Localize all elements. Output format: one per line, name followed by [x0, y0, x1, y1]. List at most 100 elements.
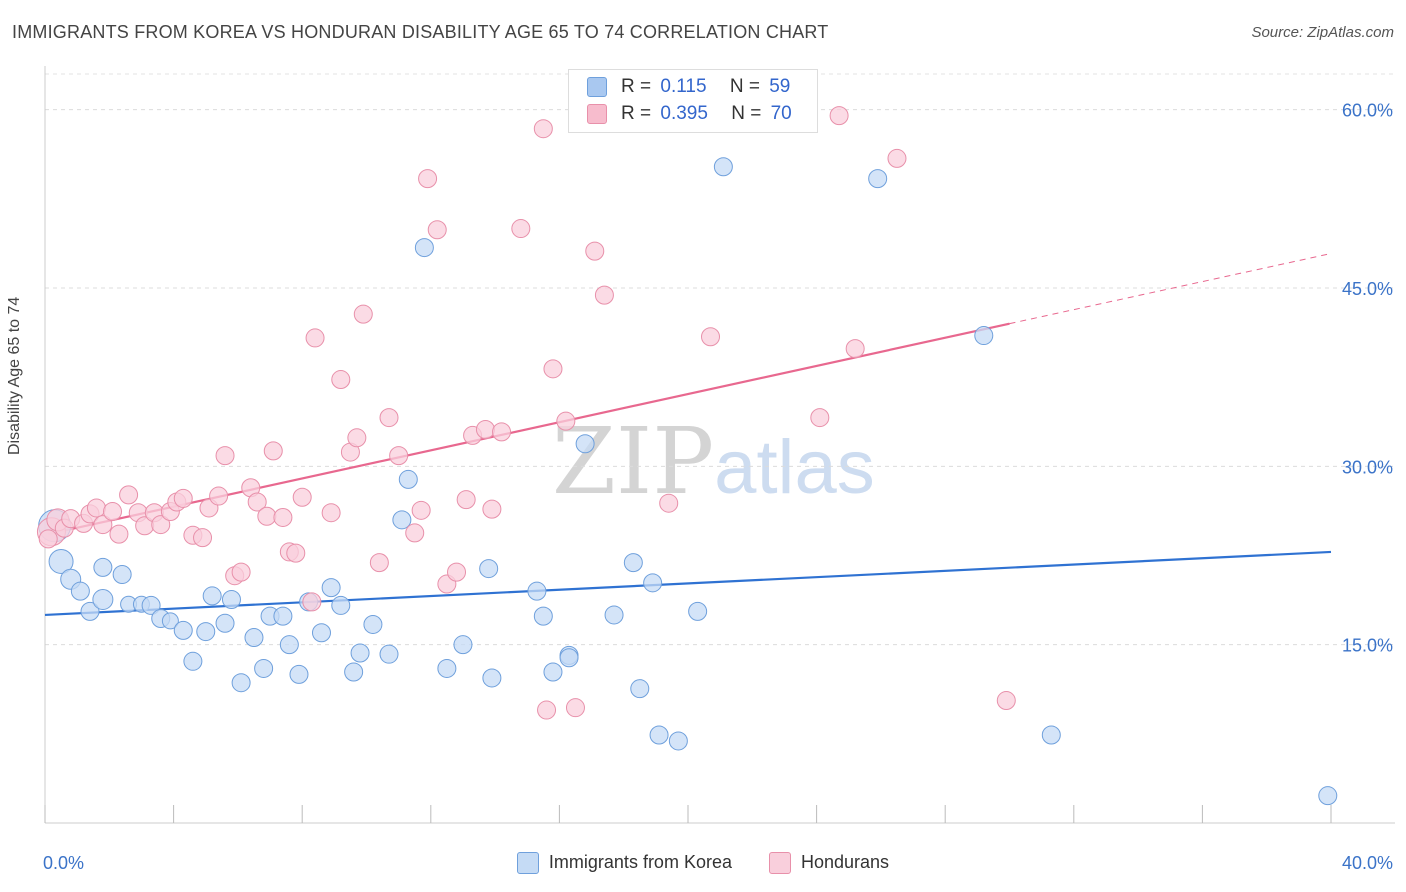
point-korea — [48, 548, 74, 574]
point-korea — [604, 605, 624, 625]
point-korea — [392, 510, 412, 530]
point-hondurans — [492, 422, 512, 442]
point-korea — [350, 643, 370, 663]
point-korea — [311, 623, 331, 643]
y-axis-title: Disability Age 65 to 74 — [6, 296, 23, 455]
point-hondurans — [151, 515, 171, 535]
trend-line-korea — [44, 550, 1332, 617]
point-korea — [173, 620, 193, 640]
point-korea — [479, 559, 499, 579]
point-hondurans — [302, 592, 322, 612]
point-hondurans — [173, 488, 193, 508]
legend-item-hondurans[interactable]: Hondurans — [769, 852, 890, 875]
data-points — [36, 106, 1338, 806]
point-hondurans — [86, 498, 106, 518]
point-hondurans — [93, 515, 113, 535]
point-hondurans — [292, 487, 312, 507]
point-korea — [321, 578, 341, 598]
legend-n-value: 70 — [770, 103, 792, 124]
point-korea — [215, 613, 235, 633]
point-korea — [414, 238, 434, 258]
point-hondurans — [996, 691, 1016, 711]
legend-r-value: 0.115 — [660, 76, 707, 97]
point-korea — [80, 601, 100, 621]
point-korea — [974, 326, 994, 346]
series-legend: Immigrants from Korea Hondurans — [0, 852, 1406, 875]
trend-line-hondurans-extension — [1009, 253, 1332, 325]
point-hondurans — [405, 523, 425, 543]
x-tick-label: 0.0% — [43, 853, 84, 873]
point-korea — [649, 725, 669, 745]
point-hondurans — [475, 419, 495, 439]
legend-n-value: 59 — [769, 76, 791, 97]
point-hondurans — [321, 503, 341, 523]
legend-item-korea[interactable]: Immigrants from Korea — [516, 852, 732, 875]
correlation-legend: R = 0.115 N = 59 R = 0.395 N = 70 — [568, 69, 818, 133]
point-hondurans — [511, 219, 531, 239]
point-korea — [668, 731, 688, 751]
point-korea — [482, 668, 502, 688]
point-hondurans — [263, 441, 283, 461]
point-hondurans — [109, 524, 129, 544]
legend-r-label: R = — [621, 103, 652, 124]
trend-line-hondurans — [47, 322, 1010, 536]
point-korea — [623, 553, 643, 573]
point-hondurans — [331, 370, 351, 390]
point-hondurans — [286, 543, 306, 563]
point-korea — [93, 557, 113, 577]
point-hondurans — [231, 562, 251, 582]
point-korea — [559, 648, 579, 668]
point-korea — [221, 589, 241, 609]
point-korea — [453, 635, 473, 655]
legend-r-label: R = — [621, 76, 652, 97]
point-hondurans — [257, 506, 277, 526]
point-hondurans — [845, 339, 865, 359]
point-hondurans — [594, 285, 614, 305]
point-korea — [141, 595, 161, 615]
point-korea — [379, 644, 399, 664]
point-korea — [112, 565, 132, 585]
point-korea — [363, 614, 383, 634]
point-korea — [713, 157, 733, 177]
point-hondurans — [659, 493, 679, 513]
point-korea — [70, 581, 90, 601]
point-hondurans — [565, 698, 585, 718]
point-korea — [344, 662, 364, 682]
legend-r-value: 0.395 — [660, 103, 708, 124]
trend-lines — [44, 253, 1332, 617]
point-hondurans — [537, 700, 557, 720]
point-hondurans — [556, 411, 576, 431]
legend-n-label: N = — [729, 76, 760, 97]
point-hondurans — [411, 500, 431, 520]
legend-row-korea: R = 0.115 N = 59 — [587, 76, 790, 100]
point-hondurans — [193, 528, 213, 548]
zipatlas-watermark: ZIPatlas — [552, 408, 875, 515]
point-korea — [575, 434, 595, 454]
point-korea — [254, 658, 274, 678]
point-hondurans — [533, 119, 553, 139]
point-korea — [202, 586, 222, 606]
point-hondurans — [215, 446, 235, 466]
point-hondurans — [103, 502, 123, 522]
point-hondurans — [347, 428, 367, 448]
point-hondurans — [543, 359, 563, 379]
point-korea — [331, 595, 351, 615]
point-hondurans — [353, 304, 373, 324]
point-korea — [437, 658, 457, 678]
point-hondurans — [379, 408, 399, 428]
point-hondurans — [887, 148, 907, 168]
point-korea — [643, 573, 663, 593]
point-hondurans — [369, 553, 389, 573]
point-hondurans — [829, 106, 849, 126]
legend-label-hondurans: Hondurans — [801, 852, 890, 873]
point-hondurans — [247, 492, 267, 512]
point-hondurans — [585, 241, 605, 261]
y-tick-label: 15.0% — [1342, 636, 1393, 656]
x-tick-label: 40.0% — [1342, 853, 1393, 873]
point-hondurans — [810, 408, 830, 428]
point-hondurans — [447, 562, 467, 582]
point-hondurans — [209, 486, 229, 506]
point-korea — [244, 628, 264, 648]
point-korea — [231, 673, 251, 693]
